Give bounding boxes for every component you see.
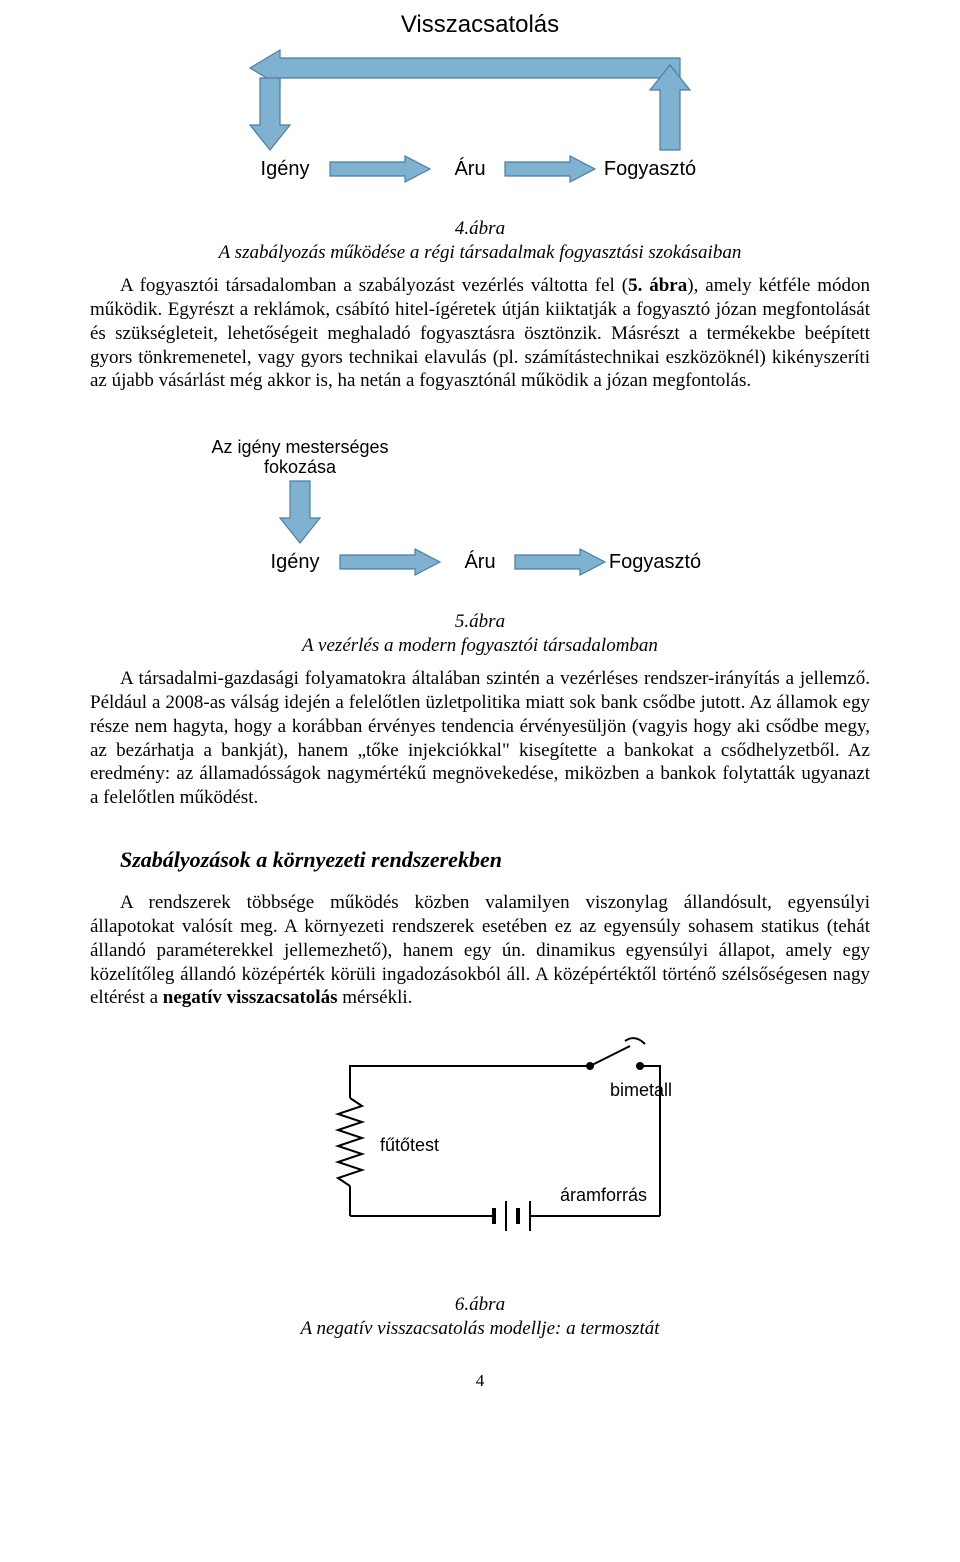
label-futotest: fűtőtest	[380, 1135, 439, 1155]
diagram-thermostat: bimetall fűtőtest áramforrás	[90, 1026, 870, 1273]
diagram1-arrow-1	[330, 156, 430, 182]
diagram-open-svg: Az igény mesterséges fokozása Igény Áru …	[90, 433, 870, 583]
diagram2-right-label: Fogyasztó	[609, 551, 701, 573]
caption1-txt: A szabályozás működése a régi társadalma…	[90, 241, 870, 265]
diagram2-top-label-1: Az igény mesterséges	[211, 437, 388, 457]
diagram-feedback: Visszacsatolás Igény Áru Fogyasztó	[90, 10, 870, 197]
caption2-num: 5.ábra	[90, 610, 870, 634]
diagram1-arrow-2	[505, 156, 595, 182]
para3-bold: negatív visszacsatolás	[163, 987, 338, 1008]
diagram2-left-label: Igény	[271, 551, 320, 573]
diagram2-top-label-2: fokozása	[264, 457, 337, 477]
diagram1-left-label: Igény	[261, 158, 310, 180]
diagram1-right-label: Fogyasztó	[604, 158, 696, 180]
diagram2-arrow-1	[340, 549, 440, 575]
para1-ref: 5. ábra	[628, 275, 687, 296]
para3-c: mérsékli.	[337, 987, 412, 1008]
caption3-txt: A negatív visszacsatolás modellje: a ter…	[90, 1317, 870, 1341]
diagram2-mid-label: Áru	[464, 550, 495, 573]
diagram-open-control: Az igény mesterséges fokozása Igény Áru …	[90, 433, 870, 590]
diagram-feedback-svg: Visszacsatolás Igény Áru Fogyasztó	[90, 10, 870, 190]
heading-environmental-regulation: Szabályozások a környezeti rendszerekben	[90, 846, 870, 874]
caption3-num: 6.ábra	[90, 1293, 870, 1317]
thermostat-svg: bimetall fűtőtest áramforrás	[230, 1026, 730, 1266]
diagram1-mid-label: Áru	[454, 157, 485, 180]
diagram2-down-arrow	[280, 481, 320, 543]
page-number: 4	[90, 1370, 870, 1391]
diagram1-top-label: Visszacsatolás	[401, 11, 559, 38]
paragraph-2: A társadalmi-gazdasági folyamatokra álta…	[90, 667, 870, 810]
diagram2-arrow-2	[515, 549, 605, 575]
caption1-num: 4.ábra	[90, 217, 870, 241]
paragraph-3: A rendszerek többsége működés közben val…	[90, 891, 870, 1010]
label-aramforras: áramforrás	[560, 1185, 647, 1205]
feedback-arrow-left-down	[250, 78, 290, 150]
para1-a: A fogyasztói társadalomban a szabályozás…	[120, 275, 628, 296]
feedback-arrow-top	[250, 50, 680, 86]
caption2-txt: A vezérlés a modern fogyasztói társadalo…	[90, 634, 870, 658]
paragraph-1: A fogyasztói társadalomban a szabályozás…	[90, 274, 870, 393]
label-bimetall: bimetall	[610, 1080, 672, 1100]
